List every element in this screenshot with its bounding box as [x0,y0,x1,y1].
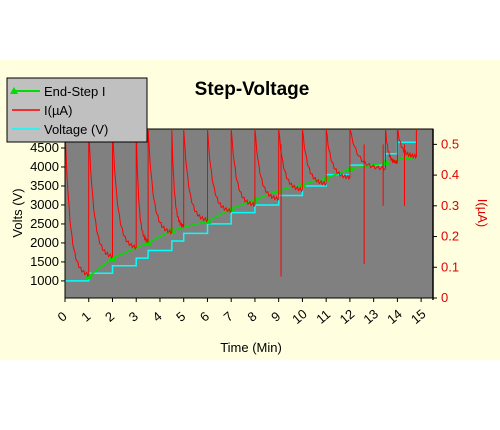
chart-title: Step-Voltage [195,79,310,100]
y-left-tick-label: 3500 [30,178,59,193]
legend-label-current: I(µA) [44,103,72,118]
x-tick-label: 3 [126,308,141,324]
x-axis-label: Time (Min) [220,340,282,355]
end-step-point [108,254,117,262]
x-tick-label: 1 [78,308,93,324]
y-left-tick-label: 2000 [30,235,59,250]
y-left-tick-label: 2500 [30,216,59,231]
x-tick-label: 9 [268,308,283,324]
y-right-tick-label: 0 [441,290,448,305]
plot-area [64,128,434,299]
y-right-tick-label: 0.3 [441,198,459,213]
x-tick-label: 10 [289,306,310,327]
legend-label-end-step: End-Step I [44,84,105,99]
y-left-tick-label: 1000 [30,273,59,288]
y-left-tick-label: 1500 [30,254,59,269]
y-left-tick-label: 4000 [30,159,59,174]
end-step-point [405,152,414,160]
x-tick-label: 4 [149,308,164,324]
legend-box [6,77,148,143]
current-series [65,129,417,278]
legend: End-Step I I(µA) Voltage (V) [6,77,148,143]
axes: 1000 1500 2000 2500 3000 3500 4000 4500 0 0.1 0.2 0… [30,129,459,327]
chart-svg: 1000 1500 2000 2500 3000 3500 4000 4500 0 0.1 0.2 0… [6,77,490,355]
x-tick-label: 14 [384,306,405,327]
y-right-tick-label: 0.4 [441,167,459,182]
x-tick-label: 0 [55,308,70,324]
y-right-tick-label: 0.2 [441,229,459,244]
legend-marker-end-step [10,87,18,94]
y-right-tick-label: 0.1 [441,259,459,274]
x-tick-label: 5 [173,308,188,324]
x-tick-label: 15 [408,306,429,327]
y-left-tick-label: 4500 [30,140,59,155]
y-left-tick-label: 3000 [30,197,59,212]
y-right-tick-label: 0.5 [441,136,459,151]
y-axis-right-label: I(µA) [475,199,490,227]
x-tick-label: 12 [337,306,358,327]
x-tick-label: 13 [360,306,381,327]
x-tick-label: 7 [221,308,236,324]
x-tick-label: 8 [244,308,259,324]
end-step-point [84,272,93,280]
current-line [65,129,417,278]
y-axis-left-label: Volts (V) [10,188,25,237]
x-tick-label: 6 [197,308,212,324]
x-tick-label: 11 [313,306,333,326]
chart-panel: 1000 1500 2000 2500 3000 3500 4000 4500 0 0.1 0.2 0… [0,60,500,360]
x-tick-label: 2 [102,308,117,324]
legend-label-voltage: Voltage (V) [44,122,108,137]
